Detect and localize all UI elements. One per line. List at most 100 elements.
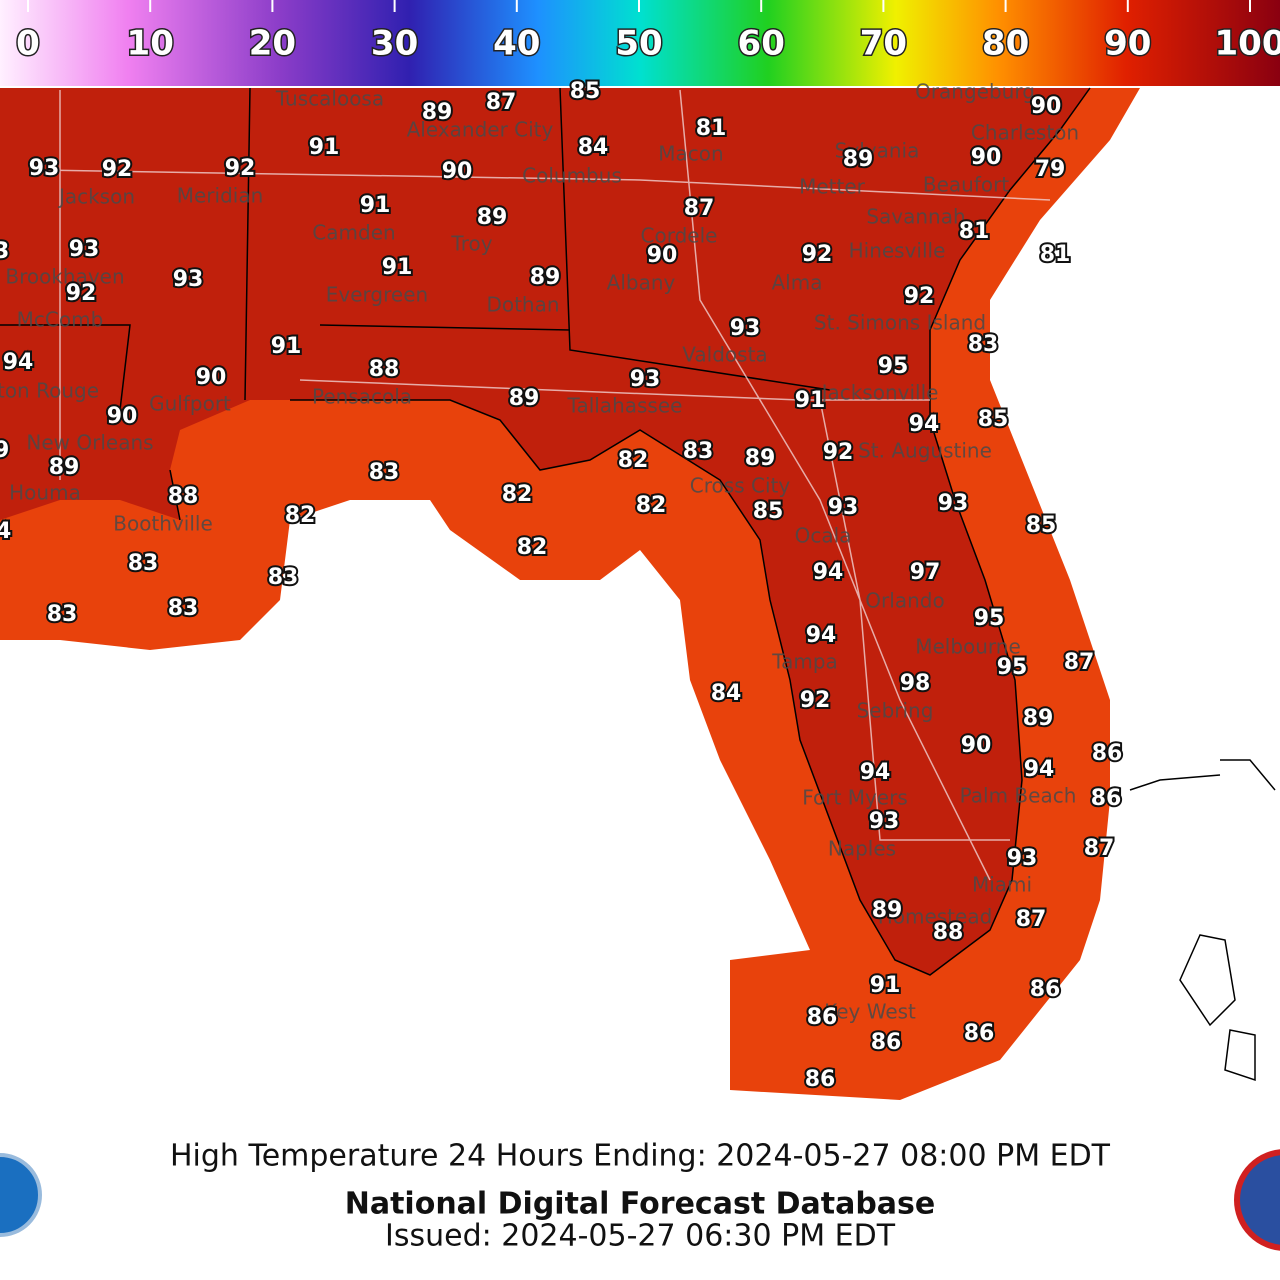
city-label: Houma <box>9 481 81 505</box>
temperature-label: 86 <box>807 1005 838 1030</box>
temperature-label: 83 <box>369 460 400 485</box>
temperature-label: 90 <box>107 404 138 429</box>
city-label: Key West <box>824 1000 916 1024</box>
temperature-label: 89 <box>0 438 9 463</box>
color-bar-label: 20 <box>249 24 296 64</box>
city-label: Naples <box>828 837 896 861</box>
temperature-label: 82 <box>285 503 316 528</box>
city-label: Brookhaven <box>5 265 124 289</box>
temperature-label: 93 <box>938 491 969 516</box>
city-label: St. Augustine <box>858 439 992 463</box>
temperature-label: 87 <box>684 196 715 221</box>
temperature-label: 88 <box>933 920 964 945</box>
temperature-label: 91 <box>309 135 340 160</box>
color-bar-label: 30 <box>371 24 418 64</box>
roads <box>39 89 1051 881</box>
temperature-label: 97 <box>910 560 941 585</box>
temperature-label: 92 <box>802 242 833 267</box>
temperature-label: 90 <box>961 733 992 758</box>
temperature-label: 82 <box>502 482 533 507</box>
city-label: Gulfport <box>149 392 231 416</box>
city-label: Fort Myers <box>802 786 908 810</box>
city-label: Hinesville <box>849 239 946 263</box>
temperature-label: 89 <box>530 265 561 290</box>
city-label: Orangeburg <box>915 80 1035 104</box>
color-bar-label: 10 <box>127 24 174 64</box>
temperature-label: 83 <box>268 565 299 590</box>
temperature-label: 92 <box>823 440 854 465</box>
temperature-label: 94 <box>806 623 837 648</box>
temperature-label: 87 <box>486 90 517 115</box>
city-label: St. Simons Island <box>814 311 986 335</box>
city-label: Meridian <box>177 184 264 208</box>
temperature-label: 87 <box>1064 650 1095 675</box>
temperature-label: 88 <box>168 484 199 509</box>
temperature-label: 93 <box>828 495 859 520</box>
temperature-label: 84 <box>0 519 11 544</box>
city-label: McComb <box>17 308 104 332</box>
temperature-label: 86 <box>871 1030 902 1055</box>
city-label: Homestead <box>878 905 993 929</box>
temperature-label: 98 <box>900 671 931 696</box>
issued-time: Issued: 2024-05-27 06:30 PM EDT <box>385 1219 896 1254</box>
temperature-label: 83 <box>168 596 199 621</box>
nws-logo <box>1234 1149 1280 1251</box>
temperature-label: 94 <box>860 760 891 785</box>
temperature-label: 90 <box>1031 94 1062 119</box>
color-bar-label: 70 <box>860 24 907 64</box>
city-label: Miami <box>972 873 1032 897</box>
city-label: Jacksonville <box>820 381 939 405</box>
city-label: Cross City <box>690 474 791 498</box>
city-label: Evergreen <box>326 283 428 307</box>
color-bar-label: 80 <box>982 24 1029 64</box>
bahamas <box>1129 759 1276 1082</box>
temperature-label: 86 <box>805 1067 836 1092</box>
color-bar-label: 60 <box>738 24 785 64</box>
temperature-label: 92 <box>904 284 935 309</box>
product-name: National Digital Forecast Database <box>345 1187 936 1222</box>
temperature-label: 79 <box>1035 157 1066 182</box>
city-label: Orlando <box>865 589 944 613</box>
temperature-label: 89 <box>1023 706 1054 731</box>
city-label: Charleston <box>971 121 1079 145</box>
color-bar-label: 100 <box>1215 24 1280 64</box>
temperature-label: 82 <box>636 493 667 518</box>
temperature-label: 89 <box>509 386 540 411</box>
temperature-label: 86 <box>1091 786 1122 811</box>
temperature-label: 93 <box>69 237 100 262</box>
temperature-label: 89 <box>49 455 80 480</box>
temperature-label: 91 <box>795 388 826 413</box>
temperature-label: 94 <box>1024 757 1055 782</box>
temperature-label: 82 <box>517 535 548 560</box>
temperature-label: 93 <box>869 809 900 834</box>
temperature-label: 84 <box>711 681 742 706</box>
city-label: Tuscaloosa <box>275 87 384 111</box>
temperature-label: 91 <box>271 334 302 359</box>
noaa-logo <box>0 1153 42 1237</box>
temperature-label: 92 <box>102 157 133 182</box>
temperature-label: 82 <box>618 448 649 473</box>
city-label: Beaufort <box>923 173 1009 197</box>
temperature-label: 95 <box>974 606 1005 631</box>
coastline <box>169 87 1091 976</box>
temperature-label: 95 <box>878 354 909 379</box>
city-label: Columbus <box>522 164 622 188</box>
temperature-label: 93 <box>1007 846 1038 871</box>
temperature-label: 92 <box>66 281 97 306</box>
map-title: High Temperature 24 Hours Ending: 2024-0… <box>170 1139 1111 1174</box>
city-label: Sylvania <box>835 139 920 163</box>
color-bar-label: 40 <box>493 24 540 64</box>
temperature-label: 85 <box>570 79 601 104</box>
temperature-label: 94 <box>3 350 34 375</box>
temperature-label: 89 <box>477 205 508 230</box>
city-label: Albany <box>607 271 676 295</box>
city-label: Camden <box>312 221 395 245</box>
temperature-label: 93 <box>630 367 661 392</box>
city-label: Metter <box>799 175 866 199</box>
city-label: Valdosta <box>682 343 767 367</box>
state-borders <box>0 87 831 411</box>
land-area <box>0 88 1090 975</box>
temperature-label: 93 <box>29 156 60 181</box>
city-label: Alma <box>772 271 823 295</box>
